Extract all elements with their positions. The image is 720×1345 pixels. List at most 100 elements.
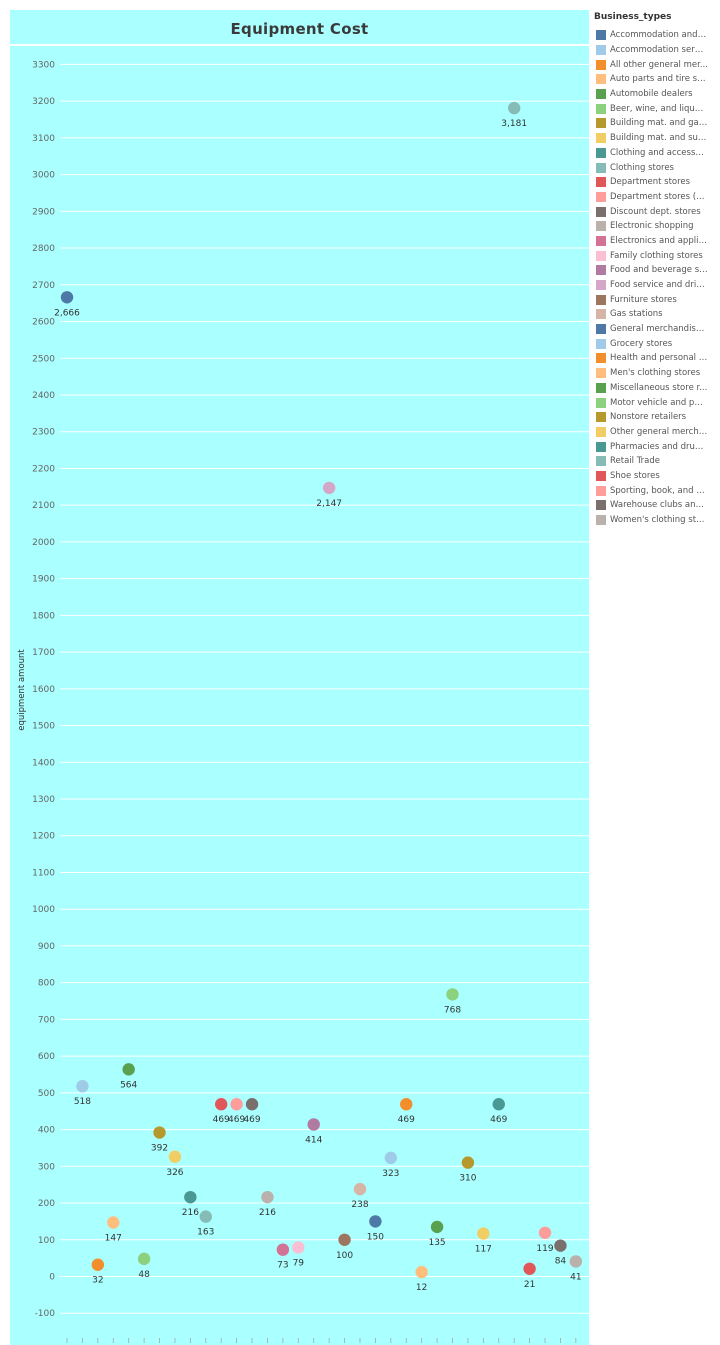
legend-swatch [596,353,606,364]
legend-label: Men's clothing stores [610,368,701,379]
data-label: 84 [555,1257,567,1267]
legend-item[interactable]: Building mat. and sup... [596,131,710,146]
legend-item[interactable]: Grocery stores [596,336,710,351]
legend-label: Shoe stores [610,470,660,481]
y-tick-label: 500 [38,1089,55,1099]
legend-label: Miscellaneous store r... [610,382,708,393]
data-label: 469 [398,1115,415,1125]
legend-label: Accommodation servi... [610,45,708,56]
y-tick-label: 3000 [32,171,55,181]
legend-label: Discount dept. stores [610,206,701,217]
legend-item[interactable]: Men's clothing stores [596,366,710,381]
legend-swatch [596,515,606,526]
data-label: 117 [475,1245,492,1255]
legend-item[interactable]: Motor vehicle and par... [596,395,710,410]
legend-item[interactable]: Women's clothing sto... [596,513,710,528]
legend-item[interactable]: General merchandise ... [596,322,710,337]
legend-item[interactable]: Pharmacies and drug ... [596,439,710,454]
legend-label: Accommodation and f... [610,30,708,41]
legend-item[interactable]: Department stores (e... [596,190,710,205]
data-label: 2,666 [54,308,80,318]
legend-swatch [596,147,606,158]
legend-label: Other general mercha... [610,426,708,437]
y-tick-label: 2000 [32,538,55,548]
data-point [338,1233,351,1246]
legend-item[interactable]: All other general mer... [596,57,710,72]
data-point [538,1226,552,1239]
legend-swatch [596,250,606,261]
data-label: 564 [120,1080,137,1090]
legend-swatch [596,397,606,408]
legend-item[interactable]: Warehouse clubs and ... [596,498,710,513]
legend-label: All other general mer... [610,59,708,70]
legend-item[interactable]: Furniture stores [596,292,710,307]
legend-item[interactable]: Other general mercha... [596,425,710,440]
y-tick-label: -100 [35,1309,56,1319]
chart-title: Equipment Cost [230,20,369,38]
legend-label: General merchandise ... [610,324,708,335]
data-label: 163 [197,1228,214,1238]
legend-item[interactable]: Food and beverage st... [596,263,710,278]
data-point [415,1265,428,1279]
legend-label: Food and beverage st... [610,265,708,276]
legend-item[interactable]: Miscellaneous store r... [596,381,710,396]
legend-item[interactable]: Nonstore retailers [596,410,710,425]
y-tick-label: 1100 [32,868,55,878]
y-tick-label: 1500 [32,722,55,732]
data-label: 216 [259,1208,276,1218]
legend-item[interactable]: Department stores [596,175,710,190]
legend-item[interactable]: Food service and drin... [596,278,710,293]
legend-label: Sporting, book, and m... [610,485,708,496]
legend-item[interactable]: Accommodation and f... [596,28,710,43]
data-label: 326 [166,1168,183,1178]
legend-item[interactable]: Shoe stores [596,469,710,484]
data-label: 147 [105,1234,122,1244]
legend-item[interactable]: Electronic shopping [596,219,710,234]
legend-swatch [596,382,606,393]
y-tick-label: 3100 [32,134,55,144]
legend-list: Accommodation and f... Accommodation serv… [596,28,710,527]
data-point [507,101,521,115]
legend-item[interactable]: Clothing stores [596,160,710,175]
legend-item[interactable]: Retail Trade [596,454,710,469]
y-tick-label: 2500 [32,354,55,364]
y-tick-label: 1800 [32,611,55,621]
y-tick-label: 800 [38,979,55,989]
legend-label: Furniture stores [610,294,677,305]
data-point [292,1241,305,1254]
legend-item[interactable]: Beer, wine, and liquor... [596,101,710,116]
data-label: 310 [459,1174,476,1184]
data-point [554,1239,567,1252]
legend-item[interactable]: Electronics and applia... [596,234,710,249]
legend-item[interactable]: Clothing and accessor... [596,146,710,161]
legend-swatch [596,30,606,41]
legend-swatch [596,89,606,100]
legend-item[interactable]: Gas stations [596,307,710,322]
y-tick-label: 2100 [32,501,55,511]
legend-swatch [596,412,606,423]
y-tick-label: 3200 [32,97,55,107]
legend-swatch [596,485,606,496]
data-point [91,1258,105,1271]
legend-item[interactable]: Accommodation servi... [596,43,710,58]
legend-label: Gas stations [610,309,663,320]
data-label: 21 [524,1280,535,1290]
legend-swatch [596,441,606,452]
legend-item[interactable]: Family clothing stores [596,248,710,263]
legend-item[interactable]: Automobile dealers [596,87,710,102]
legend-item[interactable]: Health and personal c... [596,351,710,366]
legend-item[interactable]: Sporting, book, and m... [596,483,710,498]
data-point [446,988,459,1001]
data-label: 32 [92,1276,103,1286]
y-tick-label: 300 [38,1162,55,1172]
y-tick-label: 2300 [32,428,55,438]
legend-item[interactable]: Discount dept. stores [596,204,710,219]
data-point [384,1151,398,1165]
data-label: 79 [293,1258,305,1268]
data-point [184,1190,197,1204]
legend-item[interactable]: Building mat. and gar... [596,116,710,131]
y-tick-label: 600 [38,1052,55,1062]
data-point [400,1098,413,1111]
legend-item[interactable]: Auto parts and tire st... [596,72,710,87]
